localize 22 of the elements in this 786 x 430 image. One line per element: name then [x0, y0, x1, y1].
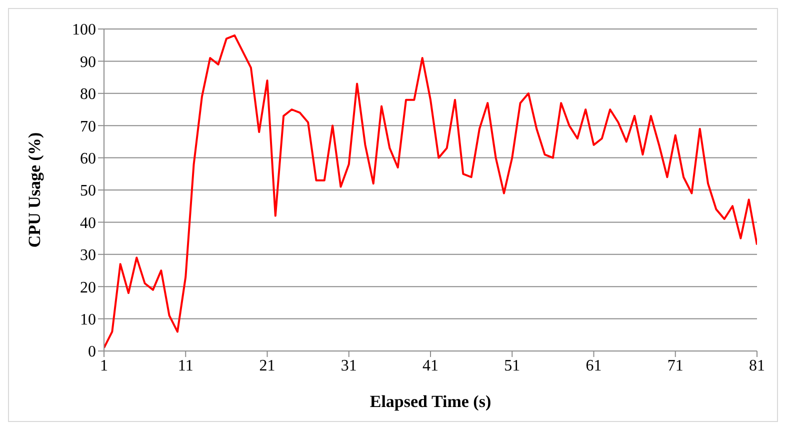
x-axis-title: Elapsed Time (s) — [370, 392, 492, 411]
y-tick-label: 80 — [80, 86, 96, 104]
y-axis-title: CPU Usage (%) — [25, 132, 44, 248]
y-tick-label: 60 — [80, 150, 96, 168]
y-tick-label: 90 — [80, 54, 96, 71]
x-tick-label: 21 — [259, 357, 276, 374]
x-tick-label: 81 — [749, 357, 765, 374]
x-tick-label: 51 — [504, 357, 520, 374]
y-tick-label: 70 — [80, 118, 96, 136]
x-tick-label: 11 — [178, 357, 194, 374]
y-tick-label: 0 — [88, 344, 96, 361]
y-tick-label: 20 — [80, 279, 96, 296]
y-tick-label: 40 — [80, 214, 96, 232]
x-tick-label: 31 — [340, 357, 357, 374]
y-tick-label: 10 — [80, 311, 96, 328]
y-tick-label: 30 — [80, 247, 96, 264]
x-tick-label: 1 — [100, 357, 108, 374]
x-tick-label: 71 — [667, 357, 684, 374]
y-tick-label: 50 — [80, 182, 96, 200]
y-tick-label: 100 — [72, 22, 96, 39]
x-tick-label: 41 — [422, 357, 438, 374]
x-tick-label: 61 — [586, 357, 602, 374]
